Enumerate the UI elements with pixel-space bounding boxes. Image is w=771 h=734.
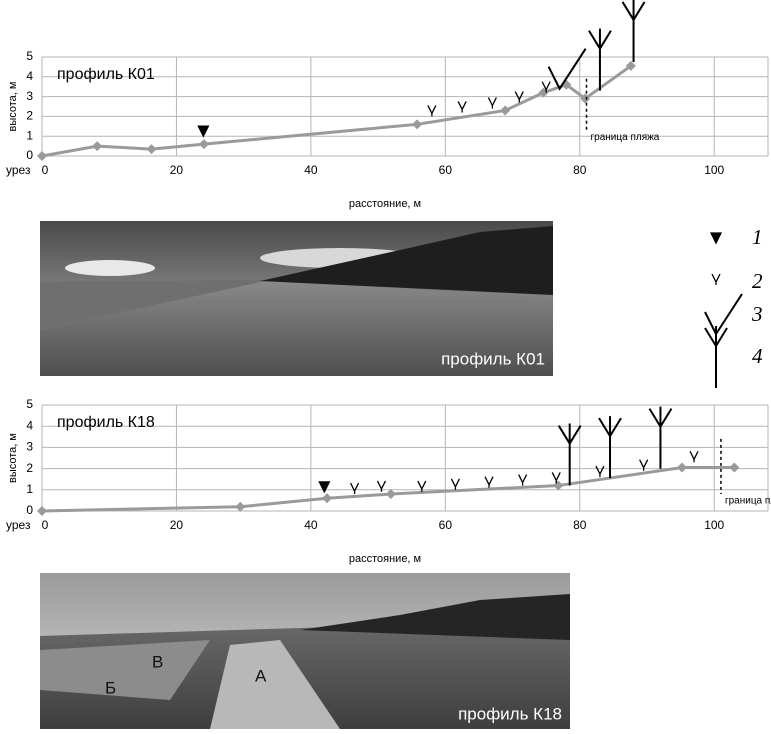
x-tick-label: 20: [170, 518, 184, 532]
marker-symbol: [690, 451, 698, 462]
legend-label: 3: [751, 302, 763, 326]
legend-symbol: [705, 326, 727, 388]
y-tick-label: 3: [26, 89, 33, 103]
profile-point: [37, 506, 47, 516]
y-tick-label: 2: [26, 109, 33, 123]
x-axis-title: расстояние, м: [349, 553, 421, 565]
x-tick-label: 0: [42, 518, 49, 532]
profile-point: [386, 489, 396, 499]
x-tick-label: 80: [573, 518, 587, 532]
marker-symbol: [319, 482, 329, 492]
x-tick-label: 0: [42, 163, 49, 177]
x-tick-label: 60: [439, 163, 453, 177]
profile-point: [147, 144, 157, 154]
x-tick-label: 100: [704, 518, 724, 532]
legend-symbol: [712, 274, 720, 285]
marker-symbol: [428, 105, 436, 116]
photo-letter: Б: [105, 678, 116, 697]
marker-symbol: [623, 0, 645, 62]
boundary-label: граница пляжа: [725, 496, 771, 507]
profile-point: [235, 502, 245, 512]
legend-symbol: [711, 233, 721, 243]
figure: профиль К01 А Б В профиль К18 0123450204…: [0, 0, 771, 729]
profile-point: [37, 151, 47, 161]
y-tick-label: 5: [26, 397, 33, 411]
marker-symbol: [485, 477, 493, 488]
y-tick-label: 1: [26, 128, 33, 142]
marker-symbol: [519, 475, 527, 486]
x-tick-label: 100: [704, 163, 724, 177]
marker-symbol: [488, 97, 496, 108]
photo-letter: В: [152, 652, 163, 671]
profile-point: [412, 119, 422, 129]
photo-label: профиль К18: [458, 704, 562, 723]
marker-symbol: [649, 407, 671, 469]
y-tick-label: 4: [26, 418, 33, 432]
x-tick-label: 40: [304, 163, 318, 177]
origin-label: урез: [6, 163, 31, 177]
marker-symbol: [458, 101, 466, 112]
marker-symbol: [596, 466, 604, 477]
marker-symbol: [559, 424, 581, 486]
marker-symbol: [451, 479, 459, 490]
legend-label: 2: [752, 269, 763, 293]
x-tick-label: 20: [170, 163, 184, 177]
photo-letter: А: [255, 666, 267, 685]
y-tick-label: 1: [26, 482, 33, 496]
profile-point: [553, 481, 563, 491]
origin-label: урез: [6, 518, 31, 532]
x-axis-title: расстояние, м: [349, 198, 421, 210]
y-tick-label: 2: [26, 461, 33, 475]
y-tick-label: 3: [26, 440, 33, 454]
legend-label: 4: [752, 344, 763, 368]
profile-point: [500, 105, 510, 115]
profile-point: [92, 141, 102, 151]
photo-label: профиль К01: [441, 349, 545, 368]
chart-title: профиль К18: [57, 414, 155, 431]
y-axis-title: высота, м: [7, 433, 19, 483]
marker-symbol: [351, 483, 359, 494]
profile-point: [677, 463, 687, 473]
y-tick-label: 0: [26, 148, 33, 162]
y-axis-title: высота, м: [7, 82, 19, 132]
boundary-label: граница пляжа: [591, 132, 660, 143]
y-tick-label: 5: [26, 49, 33, 63]
x-tick-label: 60: [439, 518, 453, 532]
x-tick-label: 80: [573, 163, 587, 177]
legend-symbol: [705, 294, 742, 334]
marker-symbol: [198, 126, 208, 136]
legend-label: 1: [752, 225, 763, 249]
profile-point: [199, 139, 209, 149]
profile-line: [42, 468, 734, 511]
x-tick-label: 40: [304, 518, 318, 532]
profile-point: [322, 493, 332, 503]
chart-title: профиль К01: [57, 66, 155, 83]
y-tick-label: 0: [26, 503, 33, 517]
y-tick-label: 4: [26, 69, 33, 83]
profile-point: [729, 463, 739, 473]
